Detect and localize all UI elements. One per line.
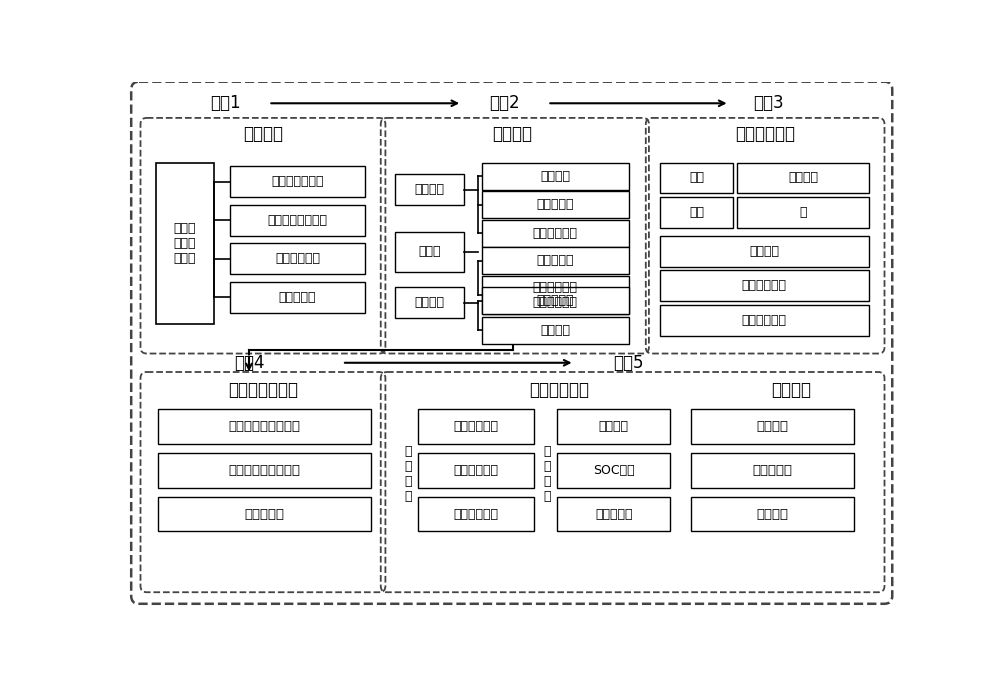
Bar [230, 166, 365, 197]
Text: 习惯充电站: 习惯充电站 [279, 291, 316, 304]
Text: 每时刻的电动
汽车充电数量: 每时刻的电动 汽车充电数量 [533, 281, 578, 309]
Text: 充电站数量: 充电站数量 [536, 254, 574, 267]
Text: 电动汽车: 电动汽车 [415, 183, 445, 196]
Text: 充电功率: 充电功率 [756, 507, 788, 520]
Text: 路口: 路口 [689, 172, 704, 185]
Bar [158, 453, 371, 488]
Text: 约
束
条
件: 约 束 条 件 [544, 445, 551, 503]
Bar [482, 219, 629, 247]
Text: 充电时间: 充电时间 [540, 170, 570, 183]
Bar [156, 163, 214, 324]
Text: 目
标
函
数: 目 标 函 数 [404, 445, 412, 503]
Text: 充电时间最短: 充电时间最短 [454, 464, 499, 477]
Text: 节点编号: 节点编号 [749, 244, 779, 257]
Bar [230, 282, 365, 313]
Bar [660, 270, 869, 301]
Bar [230, 205, 365, 236]
Text: 交通网络: 交通网络 [415, 296, 445, 309]
Bar [230, 243, 365, 274]
Bar [557, 496, 670, 531]
Text: 节点: 节点 [689, 206, 704, 219]
Text: 行车路径最短: 行车路径最短 [454, 419, 499, 433]
Bar [482, 163, 629, 189]
Text: 通常出行起始区域: 通常出行起始区域 [267, 214, 327, 227]
Text: 步骤4: 步骤4 [234, 353, 264, 372]
Text: 调查车
主的出
行特性: 调查车 主的出 行特性 [174, 222, 196, 265]
Bar [395, 232, 464, 272]
Text: 步骤1: 步骤1 [210, 94, 241, 112]
Bar [660, 236, 869, 266]
Text: 充电站: 充电站 [418, 245, 441, 258]
Text: 路径选择: 路径选择 [772, 381, 812, 398]
Text: 标记网络边长: 标记网络边长 [742, 279, 787, 292]
Text: 标记区域性质: 标记区域性质 [742, 314, 787, 327]
Text: 路径优化模型: 路径优化模型 [529, 381, 589, 398]
Bar [418, 453, 534, 488]
Bar [691, 453, 854, 488]
Bar [660, 197, 733, 228]
Bar [691, 409, 854, 443]
Text: 充电功率: 充电功率 [599, 419, 629, 433]
Bar [482, 287, 629, 314]
Bar [557, 453, 670, 488]
Bar [737, 163, 869, 193]
Bar [557, 409, 670, 443]
Bar [482, 191, 629, 218]
Bar [482, 317, 629, 343]
Bar [482, 276, 629, 314]
Text: 充电费用最少: 充电费用最少 [454, 507, 499, 520]
Text: 充电站选择: 充电站选择 [595, 507, 632, 520]
Text: 建立出行链: 建立出行链 [244, 507, 284, 520]
Text: 步骤2: 步骤2 [489, 94, 520, 112]
Text: 交通轨道: 交通轨道 [788, 172, 818, 185]
Text: 调查反馈: 调查反馈 [243, 125, 283, 143]
Text: 习惯充电时间: 习惯充电时间 [275, 253, 320, 266]
Bar [395, 174, 464, 205]
Text: 步骤3: 步骤3 [753, 94, 784, 112]
Bar [418, 496, 534, 531]
Text: 道路长度: 道路长度 [540, 323, 570, 336]
Text: 边: 边 [799, 206, 807, 219]
Text: 各充电站的充电频次: 各充电站的充电频次 [228, 464, 300, 477]
Text: 充电功率区间: 充电功率区间 [533, 227, 578, 240]
Bar [158, 409, 371, 443]
Bar [737, 197, 869, 228]
Bar [158, 496, 371, 531]
Bar [482, 247, 629, 274]
Bar [418, 409, 534, 443]
Bar [691, 496, 854, 531]
Text: 对应充电站: 对应充电站 [536, 198, 574, 211]
Text: 工作、居住地点: 工作、居住地点 [271, 175, 324, 189]
Bar [660, 163, 733, 193]
Text: 步骤5: 步骤5 [614, 353, 644, 372]
Text: SOC状态: SOC状态 [593, 464, 634, 477]
Text: 构建交通网络: 构建交通网络 [735, 125, 795, 143]
Text: 充电路径: 充电路径 [756, 419, 788, 433]
Bar [395, 287, 464, 318]
Text: 各时段内的充电频次: 各时段内的充电频次 [228, 419, 300, 433]
Text: 数据获取: 数据获取 [492, 125, 532, 143]
Bar [660, 305, 869, 336]
Text: 数据分析与处理: 数据分析与处理 [228, 381, 298, 398]
Text: 建议充电站: 建议充电站 [752, 464, 792, 477]
Text: 车流量大小: 车流量大小 [536, 294, 574, 307]
